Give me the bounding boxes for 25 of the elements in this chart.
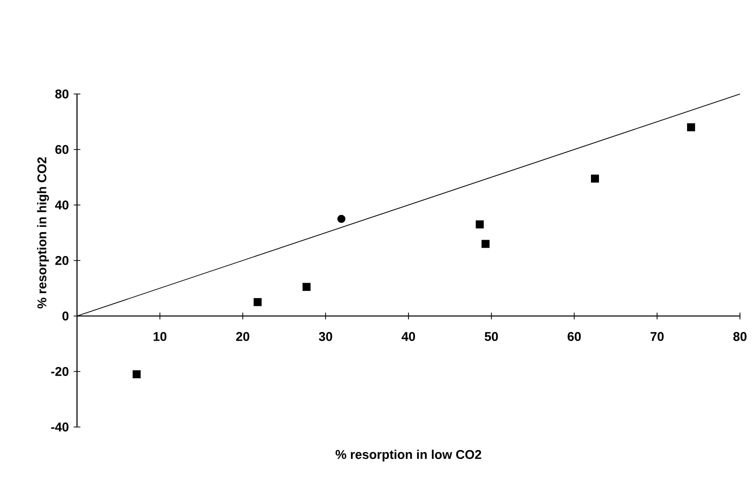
point <box>254 298 262 306</box>
y-tick-label: 40 <box>55 200 68 210</box>
x-tick-label: 70 <box>650 332 664 341</box>
x-tick-label: 50 <box>484 332 498 341</box>
x-tick-label: 30 <box>318 332 332 342</box>
y-axis-title: % resorption in high CO2 <box>37 157 49 308</box>
x-axis-title: % resorption in low CO2 <box>336 450 482 462</box>
y-tick-label: 80 <box>55 90 68 98</box>
point <box>590 174 599 183</box>
x-tick-label: 10 <box>154 332 166 341</box>
y-tick-label: 0 <box>62 312 68 320</box>
y-tick-label: 60 <box>55 145 68 154</box>
point <box>132 370 141 378</box>
point <box>482 240 490 248</box>
point <box>337 214 346 223</box>
point <box>302 282 311 291</box>
x-tick-label: 40 <box>402 332 416 341</box>
point <box>687 123 696 132</box>
y-tick-label: -20 <box>51 367 68 376</box>
x-tick-label: 60 <box>568 332 581 341</box>
y-tick-label: -40 <box>51 422 68 432</box>
point <box>476 220 484 228</box>
x-tick-label: 80 <box>733 332 747 341</box>
x-tick-label: 20 <box>236 332 250 341</box>
y-tick-label: 20 <box>55 256 68 265</box>
